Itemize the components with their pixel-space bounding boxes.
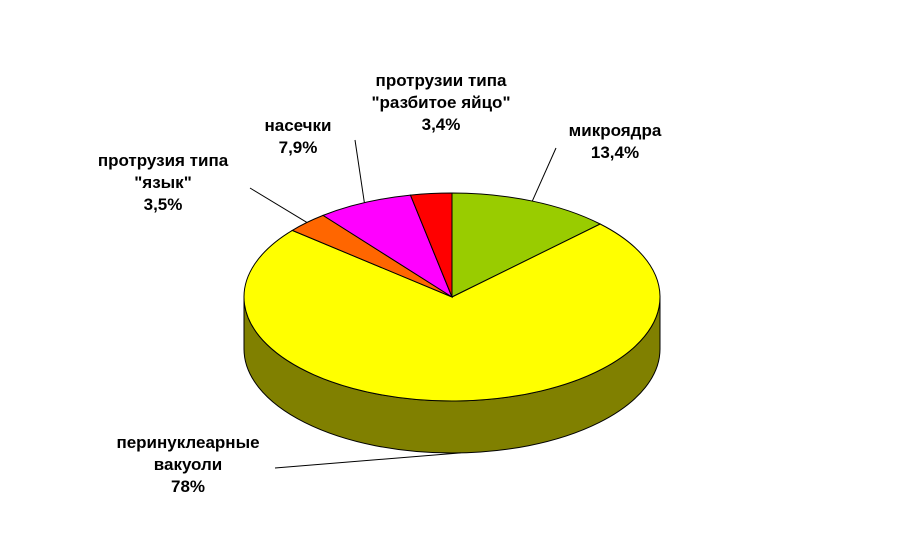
category-name: микроядра bbox=[568, 121, 662, 140]
value-label: 13,4% bbox=[590, 143, 640, 162]
slice-label: протрузия типа "язык" 3,5% bbox=[73, 150, 253, 216]
slice-label: перинуклеарные вакуоли 78% bbox=[88, 432, 288, 498]
leader-line bbox=[354, 139, 365, 203]
category-name: протрузия типа "язык" bbox=[97, 151, 229, 192]
category-name: перинуклеарные вакуоли bbox=[116, 433, 260, 474]
pie-slice bbox=[451, 192, 602, 298]
category-name: протрузии типа "разбитое яйцо" bbox=[371, 71, 511, 112]
slice-label: микроядра 13,4% bbox=[525, 120, 705, 164]
category-name: насечки bbox=[264, 116, 332, 135]
leader-line bbox=[274, 452, 461, 469]
slice-label: протрузии типа "разбитое яйцо" 3,4% bbox=[346, 70, 536, 136]
pie-slice bbox=[409, 192, 453, 298]
value-label: 78% bbox=[170, 477, 206, 496]
leader-line bbox=[531, 147, 557, 202]
leader-line bbox=[249, 187, 308, 223]
slice-label: насечки 7,9% bbox=[238, 115, 358, 159]
value-label: 3,4% bbox=[421, 115, 461, 134]
pie-slice bbox=[243, 223, 661, 402]
value-label: 3,5% bbox=[143, 195, 183, 214]
pie-slice bbox=[321, 194, 454, 299]
value-label: 7,9% bbox=[278, 138, 318, 157]
